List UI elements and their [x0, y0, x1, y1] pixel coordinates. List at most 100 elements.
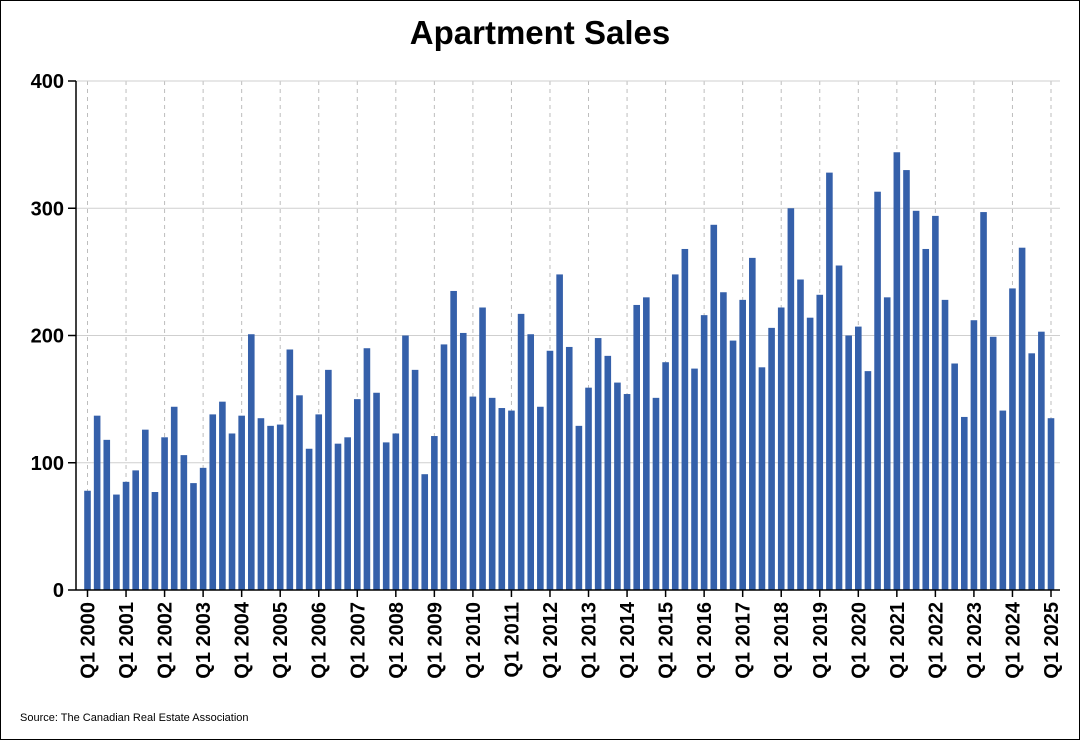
bar [797, 279, 804, 590]
bar [720, 292, 727, 590]
x-tick-label: Q1 2007 [347, 602, 369, 679]
bar [122, 481, 130, 590]
y-tick-label: 100 [31, 453, 64, 475]
bar [392, 433, 400, 590]
bar [151, 492, 159, 590]
bar [190, 483, 197, 590]
bar [305, 448, 313, 590]
bar [238, 415, 245, 590]
bar [662, 362, 669, 590]
bar [671, 274, 679, 590]
bar [325, 369, 332, 590]
bar [517, 313, 525, 590]
bar [421, 474, 429, 590]
bar [402, 335, 409, 590]
chart-title: Apartment Sales [409, 14, 671, 51]
bar [1028, 353, 1036, 590]
x-tick-label: Q1 2014 [617, 601, 639, 679]
bar [864, 371, 872, 590]
bar [691, 368, 698, 590]
bar [729, 340, 737, 590]
x-tick-label: Q1 2024 [1002, 601, 1024, 679]
bar [749, 257, 756, 590]
bar [893, 152, 901, 590]
bar [498, 408, 506, 590]
bar [508, 410, 515, 590]
bar [353, 399, 361, 591]
bar [874, 191, 881, 590]
bar [296, 395, 303, 590]
bar [286, 349, 294, 590]
bar [845, 335, 852, 590]
bar [777, 307, 785, 590]
bar [373, 392, 380, 590]
y-tick-label: 300 [31, 198, 64, 220]
bar [623, 394, 631, 590]
bars [84, 152, 1055, 591]
bar [681, 248, 689, 590]
x-tick-label: Q1 2002 [155, 602, 177, 679]
bar [382, 442, 390, 590]
bar [267, 425, 274, 590]
x-tick-label: Q1 2001 [116, 602, 138, 679]
bar [84, 490, 91, 590]
bar [585, 387, 592, 590]
source-note: Source: The Canadian Real Estate Associa… [20, 712, 249, 724]
bar [739, 299, 746, 590]
bar [527, 334, 535, 590]
bar [855, 326, 862, 590]
x-tick-label: Q1 2012 [540, 602, 562, 679]
bar [440, 344, 448, 590]
y-tick-label: 400 [31, 71, 64, 93]
bar [594, 338, 602, 590]
bar [565, 346, 573, 590]
bar [710, 224, 718, 591]
bar [315, 414, 323, 590]
bar [247, 334, 255, 590]
bar [546, 350, 554, 590]
x-tick-label: Q1 2022 [925, 602, 947, 679]
bar [758, 367, 766, 590]
x-tick-label: Q1 2019 [810, 602, 832, 679]
y-tick-label: 0 [53, 580, 64, 602]
bar [488, 397, 496, 590]
bar [199, 467, 207, 590]
bar [816, 294, 824, 590]
bar [941, 299, 949, 590]
x-tick-label: Q1 2017 [733, 602, 755, 679]
x-tick-label: Q1 2009 [424, 602, 446, 679]
x-tick-label: Q1 2006 [309, 602, 331, 679]
bar [363, 348, 371, 590]
bar [257, 418, 265, 590]
bar [556, 274, 563, 590]
x-tick-label: Q1 2020 [848, 602, 870, 679]
bar [951, 363, 958, 590]
bar [883, 297, 891, 590]
bar [970, 320, 978, 590]
x-tick-label: Q1 2011 [501, 602, 523, 678]
bar [344, 437, 351, 590]
bar [1038, 331, 1045, 590]
bar [1047, 418, 1055, 590]
bar [209, 414, 217, 590]
y-axis-ticks: 0 100 200 300 400 [31, 71, 76, 602]
x-tick-label: Q1 2008 [386, 602, 408, 679]
bar [903, 170, 910, 590]
x-tick-label: Q1 2003 [193, 602, 215, 679]
bar [469, 396, 477, 590]
x-tick-label: Q1 2004 [232, 601, 254, 679]
bar [999, 410, 1007, 590]
bar [228, 433, 236, 590]
bar [142, 429, 149, 590]
bar [806, 317, 814, 590]
bar [989, 336, 997, 590]
bar [161, 437, 168, 590]
bar [170, 406, 178, 590]
bar [103, 439, 111, 590]
bar [980, 212, 987, 590]
x-tick-label: Q1 2013 [579, 602, 601, 679]
bar [652, 397, 660, 590]
bar [113, 494, 120, 590]
bar [334, 443, 342, 590]
